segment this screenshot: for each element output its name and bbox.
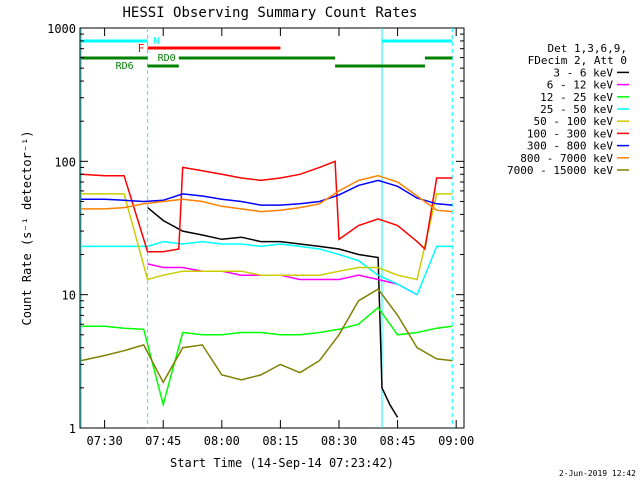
series-line-7 [81,174,453,213]
legend-entry: 7000 - 15000 keV [507,164,613,177]
legend-entry: 100 - 300 keV [527,127,613,140]
series-line-6 [81,179,453,206]
date-stamp: 2-Jun-2019 12:42 [559,469,636,478]
band-label-n: N [153,36,159,47]
legend-entry: 300 - 800 keV [527,140,613,153]
legend-entry: 6 - 12 keV [547,79,614,92]
legend-entry: 3 - 6 keV [553,66,613,79]
x-tick-label: 08:15 [262,434,298,448]
series-line-2 [81,306,453,408]
legend-entry: 50 - 100 keV [534,115,614,128]
y-axis-label: Count Rate (s⁻¹ detector⁻¹) [20,130,34,325]
legend-header: Det 1,3,6,9, [548,42,627,55]
chart-title: HESSI Observing Summary Count Rates [122,5,417,21]
legend-entry: 25 - 50 keV [540,103,613,116]
y-tick-label: 1000 [47,22,76,36]
band-label-rd0: RD0 [158,53,176,64]
y-tick-label: 1 [69,422,76,436]
x-tick-label: 07:45 [145,434,181,448]
x-tick-label: 08:00 [204,434,240,448]
y-tick-label: 10 [62,289,76,303]
band-label-rd6: RD6 [116,61,134,72]
legend-entry: 800 - 7000 keV [520,152,613,165]
x-axis-label: Start Time (14-Sep-14 07:23:42) [170,456,394,470]
legend-header: FDecim 2, Att 0 [528,54,627,67]
plot-frame [79,27,465,429]
series-line-3 [81,240,453,296]
series-line-8 [81,288,453,384]
x-tick-label: 08:30 [321,434,357,448]
series-line-0 [147,207,399,418]
series-line-4 [81,193,453,281]
legend-entry: 12 - 25 keV [540,91,613,104]
series-line-5 [81,160,453,253]
y-tick-label: 100 [54,155,76,169]
x-tick-label: 09:00 [438,434,474,448]
x-tick-label: 07:30 [87,434,123,448]
band-label-f: F [138,42,145,55]
x-tick-label: 08:45 [380,434,416,448]
